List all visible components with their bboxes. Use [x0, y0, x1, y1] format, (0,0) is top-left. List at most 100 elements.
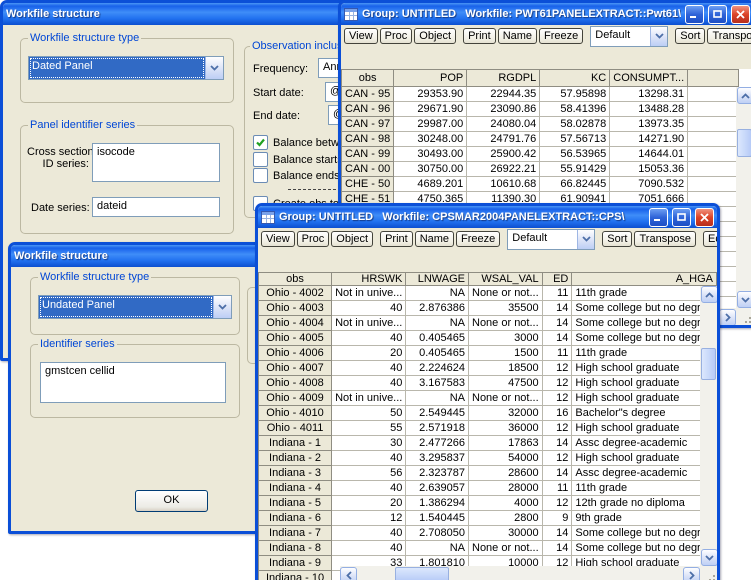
data-cell[interactable]: 9th grade [571, 510, 717, 526]
data-cell[interactable]: 11 [541, 345, 573, 361]
data-cell[interactable]: 25900.42 [466, 146, 541, 162]
data-cell[interactable]: 47500 [468, 375, 543, 391]
data-cell[interactable]: None or not... [468, 390, 543, 406]
data-cell[interactable]: 13973.35 [609, 116, 689, 132]
data-cell[interactable]: 10610.68 [466, 176, 541, 192]
obs-cell[interactable]: Ohio - 4007 [258, 360, 333, 376]
toolbar-button-edit[interactable]: Edit+/- [703, 231, 717, 247]
scroll-up-icon[interactable] [701, 286, 717, 303]
toolbar-button-print[interactable]: Print [463, 28, 496, 44]
obs-cell[interactable]: CAN - 00 [341, 161, 395, 177]
data-cell[interactable]: 55 [331, 420, 407, 436]
data-cell[interactable]: 2800 [468, 510, 543, 526]
obs-cell[interactable]: CAN - 99 [341, 146, 395, 162]
data-cell[interactable] [687, 176, 740, 192]
toolbar-button-print[interactable]: Print [380, 231, 413, 247]
data-cell[interactable]: 2.549445 [405, 405, 469, 421]
scroll-up-icon[interactable] [737, 87, 751, 104]
data-cell[interactable]: 3.295837 [405, 450, 469, 466]
data-cell[interactable]: 9 [541, 510, 573, 526]
window-titlebar[interactable]: Group: UNTITLED Workfile: CPSMAR2004PANE… [258, 206, 717, 228]
data-cell[interactable]: 56 [331, 465, 407, 481]
data-cell[interactable]: 58.41396 [539, 101, 611, 117]
data-cell[interactable]: 2.571918 [405, 420, 469, 436]
column-header[interactable]: CONSUMPT... [609, 69, 689, 87]
column-header[interactable]: obs [258, 272, 333, 286]
column-header[interactable]: obs [341, 69, 395, 87]
data-cell[interactable]: 1500 [468, 345, 543, 361]
scroll-right-icon[interactable] [719, 309, 736, 325]
data-cell[interactable]: Assc degree-academic [571, 435, 717, 451]
toolbar-button-name[interactable]: Name [497, 28, 538, 44]
data-cell[interactable]: 14271.90 [609, 131, 689, 147]
obs-cell[interactable]: Ohio - 4004 [258, 315, 333, 331]
data-cell[interactable]: NA [405, 315, 469, 331]
structure-type-combo[interactable]: Dated Panel [28, 56, 224, 80]
resize-grip[interactable] [700, 566, 717, 580]
toolbar-button-object[interactable]: Object [331, 231, 374, 247]
data-cell[interactable]: 14 [541, 525, 573, 541]
data-cell[interactable]: 2.323787 [405, 465, 469, 481]
data-cell[interactable]: 11th grade [571, 285, 717, 301]
data-cell[interactable]: NA [405, 540, 469, 556]
data-cell[interactable]: 58.02878 [539, 116, 611, 132]
data-cell[interactable]: 22944.35 [466, 86, 541, 102]
data-cell[interactable]: 28600 [468, 465, 543, 481]
data-cell[interactable]: 14 [541, 300, 573, 316]
data-cell[interactable]: 4689.201 [393, 176, 468, 192]
data-cell[interactable]: Some college but no degree [571, 540, 717, 556]
data-cell[interactable]: High school graduate [571, 390, 717, 406]
data-cell[interactable]: 15053.36 [609, 161, 689, 177]
data-cell[interactable] [687, 101, 740, 117]
obs-cell[interactable]: Indiana - 8 [258, 540, 333, 556]
data-cell[interactable]: 40 [331, 360, 407, 376]
data-cell[interactable]: 32000 [468, 405, 543, 421]
data-cell[interactable]: Not in unive... [331, 315, 407, 331]
toolbar-button-sort[interactable]: Sort [602, 231, 633, 247]
data-cell[interactable]: NA [405, 390, 469, 406]
scrollbar-thumb[interactable] [737, 129, 751, 157]
resize-grip[interactable] [736, 308, 751, 325]
data-cell[interactable]: 12 [331, 510, 407, 526]
toolbar-button-transpose[interactable]: Transpose [707, 28, 751, 44]
data-cell[interactable]: Not in unive... [331, 285, 407, 301]
obs-cell[interactable]: Ohio - 4006 [258, 345, 333, 361]
toolbar-button-sort[interactable]: Sort [675, 28, 706, 44]
obs-cell[interactable]: Indiana - 7 [258, 525, 333, 541]
data-cell[interactable] [687, 161, 740, 177]
scroll-right-icon[interactable] [683, 567, 700, 580]
data-cell[interactable]: 40 [331, 300, 407, 316]
scrollbar-thumb[interactable] [701, 348, 716, 380]
close-icon[interactable] [731, 4, 750, 24]
data-cell[interactable]: 17863 [468, 435, 543, 451]
data-cell[interactable]: Not in unive... [331, 390, 407, 406]
balance-ends-checkbox[interactable]: Balance ends [253, 168, 340, 183]
data-cell[interactable] [687, 146, 740, 162]
data-cell[interactable]: 11th grade [571, 345, 717, 361]
data-cell[interactable]: 24080.04 [466, 116, 541, 132]
data-cell[interactable]: High school graduate [571, 450, 717, 466]
data-cell[interactable] [687, 131, 740, 147]
data-cell[interactable]: 20 [331, 495, 407, 511]
column-header[interactable]: RGDPL [466, 69, 541, 87]
data-cell[interactable] [687, 86, 740, 102]
minimize-button[interactable] [649, 207, 668, 227]
data-cell[interactable]: 1.540445 [405, 510, 469, 526]
data-cell[interactable]: 14644.01 [609, 146, 689, 162]
data-cell[interactable]: 12 [541, 495, 573, 511]
data-cell[interactable]: None or not... [468, 315, 543, 331]
obs-cell[interactable]: Ohio - 4008 [258, 375, 333, 391]
data-cell[interactable]: 14 [541, 435, 573, 451]
data-cell[interactable]: Some college but no degree [571, 330, 717, 346]
column-header[interactable]: LNWAGE [405, 272, 469, 286]
column-header[interactable]: HRSWK [331, 272, 407, 286]
vertical-scrollbar[interactable] [700, 286, 717, 566]
data-cell[interactable]: 11th grade [571, 480, 717, 496]
data-cell[interactable]: 30 [331, 435, 407, 451]
obs-cell[interactable]: Indiana - 3 [258, 465, 333, 481]
data-cell[interactable]: 1.386294 [405, 495, 469, 511]
data-cell[interactable]: 0.405465 [405, 330, 469, 346]
column-header[interactable]: POP [393, 69, 468, 87]
data-cell[interactable]: 40 [331, 480, 407, 496]
data-cell[interactable]: 14 [541, 330, 573, 346]
